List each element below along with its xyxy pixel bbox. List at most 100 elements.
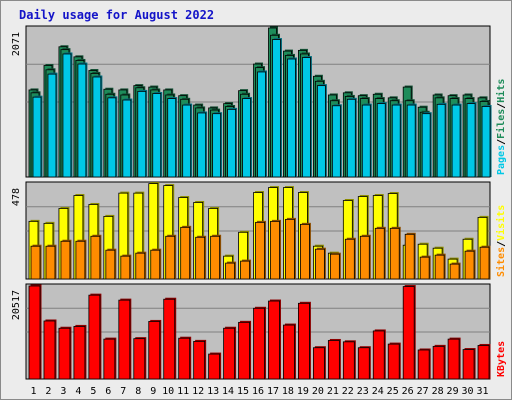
day-label: 25	[387, 386, 399, 397]
bar-sites	[270, 220, 280, 280]
legend-3: KBytes	[496, 341, 507, 377]
bar-kbytes	[58, 327, 71, 380]
bar-sites	[329, 253, 340, 280]
bar-kbytes	[73, 326, 86, 380]
day-label: 12	[192, 386, 204, 397]
bar-pages	[92, 76, 102, 178]
day-label: 30	[462, 386, 474, 397]
bar-kbytes	[118, 299, 131, 380]
bar-sites	[135, 252, 146, 280]
bar-sites	[479, 246, 490, 280]
bar-pages	[316, 85, 326, 178]
bar-sites	[90, 235, 101, 280]
bar-kbytes	[387, 343, 400, 380]
y-max-label: 478	[11, 188, 22, 206]
bar-kbytes	[327, 340, 340, 380]
day-label: 3	[60, 386, 66, 397]
day-label: 31	[476, 386, 488, 397]
bar-sites	[180, 226, 191, 280]
day-label: 4	[75, 386, 81, 397]
bar-kbytes	[178, 337, 191, 380]
legend-sites: Sites	[495, 247, 507, 277]
bar-pages	[421, 113, 431, 178]
day-label: 18	[282, 386, 294, 397]
day-label: 23	[357, 386, 369, 397]
chart-title: Daily usage for August 2022	[19, 8, 215, 22]
day-label: 22	[342, 386, 354, 397]
day-label: 24	[372, 386, 384, 397]
legend-hits: Hits	[495, 79, 507, 103]
bar-kbytes	[357, 347, 370, 380]
day-label: 27	[417, 386, 429, 397]
bar-pages	[436, 103, 446, 178]
day-label: 16	[252, 386, 264, 397]
bar-kbytes	[193, 340, 206, 380]
bar-pages	[107, 97, 117, 178]
bar-pages	[287, 58, 296, 178]
bar-sites	[165, 235, 176, 280]
legend-files: Files	[495, 109, 507, 139]
bar-sites	[314, 248, 325, 280]
bar-sites	[419, 256, 430, 280]
day-label: 10	[162, 386, 174, 397]
bar-pages	[212, 113, 222, 178]
legend-visits: Visits	[495, 205, 507, 241]
bar-pages	[451, 104, 461, 178]
bar-kbytes	[372, 330, 385, 380]
bar-kbytes	[223, 327, 235, 380]
bar-pages	[361, 104, 371, 178]
bar-sites	[195, 236, 206, 280]
bar-pages	[272, 39, 281, 178]
bar-pages	[152, 93, 162, 178]
bar-pages	[466, 103, 476, 178]
bar-kbytes	[148, 321, 161, 380]
bar-sites	[30, 245, 41, 280]
legend-1: Pages/Files/Hits	[495, 79, 507, 175]
bar-kbytes	[103, 338, 116, 380]
bar-pages	[197, 112, 207, 178]
bar-kbytes	[462, 349, 475, 380]
bar-pages	[77, 63, 87, 178]
bar-sites	[225, 262, 235, 280]
bar-sites	[404, 233, 415, 280]
bar-sites	[60, 240, 71, 280]
bar-sites	[75, 240, 86, 280]
bar-sites	[210, 235, 221, 280]
bar-pages	[47, 73, 57, 178]
bar-pages	[302, 57, 311, 178]
bar-pages	[391, 104, 401, 178]
bar-pages	[346, 98, 356, 178]
bar-sites	[344, 238, 355, 280]
day-label: 9	[150, 386, 156, 397]
day-label: 11	[177, 386, 189, 397]
bar-sites	[359, 235, 370, 280]
bar-pages	[481, 106, 491, 178]
bar-kbytes	[298, 302, 310, 380]
bar-kbytes	[133, 338, 146, 380]
day-label: 14	[222, 386, 234, 397]
day-label: 6	[105, 386, 111, 397]
day-label: 8	[135, 386, 141, 397]
bar-pages	[167, 98, 177, 178]
legend-2: Sites/Visits	[495, 205, 507, 277]
bar-kbytes	[283, 324, 295, 380]
bar-kbytes	[253, 307, 265, 380]
bar-kbytes	[268, 300, 280, 380]
bar-pages	[227, 108, 236, 178]
bar-kbytes	[43, 320, 56, 380]
bar-kbytes	[88, 294, 101, 380]
bar-sites	[105, 249, 116, 280]
day-label: 26	[402, 386, 414, 397]
bar-sites	[389, 227, 400, 280]
day-label: 13	[207, 386, 219, 397]
bar-kbytes	[163, 298, 176, 380]
day-label: 20	[312, 386, 324, 397]
bar-kbytes	[208, 353, 221, 380]
bar-pages	[376, 103, 386, 178]
bar-pages	[122, 99, 132, 178]
bar-pages	[257, 71, 266, 178]
bar-sites	[464, 250, 475, 280]
bar-pages	[32, 96, 42, 178]
